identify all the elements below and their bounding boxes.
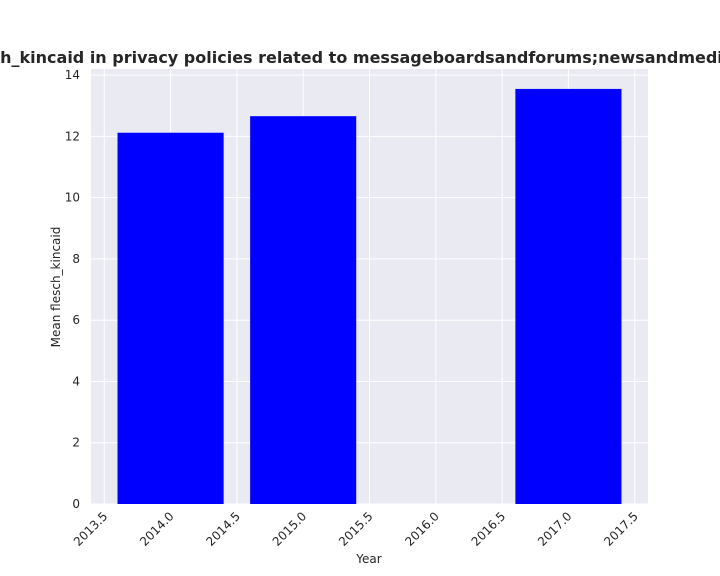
y-tick-labels: 0 2 4 6 8 10 12 14 xyxy=(65,68,80,511)
x-tick-label: 2014.5 xyxy=(203,509,243,549)
bar-2015 xyxy=(250,116,357,504)
y-axis-label: Mean flesch_kincaid xyxy=(49,227,63,348)
y-tick-label: 10 xyxy=(65,191,80,205)
y-tick-label: 6 xyxy=(72,313,80,327)
x-tick-label: 2016.5 xyxy=(469,509,509,549)
x-tick-label: 2016.0 xyxy=(402,509,442,549)
chart-title: Mean flesch_kincaid in privacy policies … xyxy=(0,48,720,67)
y-tick-label: 8 xyxy=(72,252,80,266)
x-tick-label: 2015.0 xyxy=(270,509,310,549)
x-tick-label: 2013.5 xyxy=(71,509,111,549)
y-tick-label: 2 xyxy=(72,436,80,450)
x-tick-labels: 2013.5 2014.0 2014.5 2015.0 2015.5 2016.0 2016… xyxy=(71,509,641,549)
y-tick-label: 14 xyxy=(65,68,80,82)
y-tick-label: 12 xyxy=(65,129,80,143)
bar-2017 xyxy=(515,88,622,504)
y-tick-label: 4 xyxy=(72,374,80,388)
x-axis-label: Year xyxy=(355,552,381,566)
x-tick-label: 2014.0 xyxy=(137,509,177,549)
bar-2014 xyxy=(117,132,224,504)
bars xyxy=(117,88,622,504)
x-tick-label: 2017.0 xyxy=(535,509,575,549)
y-tick-label: 0 xyxy=(72,497,80,511)
x-tick-label: 2015.5 xyxy=(336,509,376,549)
x-tick-label: 2017.5 xyxy=(601,509,641,549)
